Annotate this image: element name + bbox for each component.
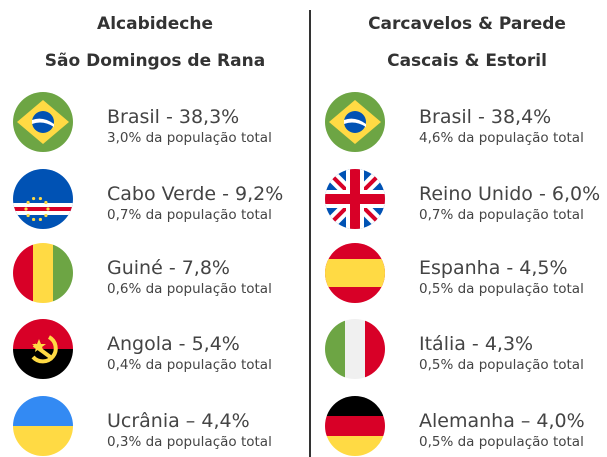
country-share: Brasil - 38,3% <box>107 106 239 128</box>
population-share: 0,5% da população total <box>419 357 584 373</box>
population-share: 4,6% da população total <box>419 130 584 146</box>
population-share: 0,5% da população total <box>419 434 584 450</box>
flag-part <box>32 339 46 352</box>
flag-body <box>325 243 385 303</box>
flag-body <box>13 92 73 152</box>
population-share: 0,7% da população total <box>419 207 584 223</box>
flag-body <box>13 396 73 456</box>
population-share: 0,7% da população total <box>107 207 272 223</box>
country-share: Angola - 5,4% <box>107 333 240 355</box>
flag-part <box>32 196 36 201</box>
flag-body <box>13 169 73 229</box>
column-title: São Domingos de Rana <box>45 51 265 71</box>
flag-part <box>350 169 360 229</box>
flag-part <box>13 207 73 211</box>
country-share: Reino Unido - 6,0% <box>419 183 600 205</box>
population-share: 0,5% da população total <box>419 281 584 297</box>
flag-body <box>325 319 385 379</box>
flag-part <box>38 196 42 201</box>
flag-part <box>44 213 48 218</box>
flag-part <box>325 416 385 436</box>
column-title: Carcavelos & Parede <box>368 14 566 34</box>
flag-part <box>24 207 28 211</box>
flag-part <box>38 217 42 222</box>
flag-part <box>345 319 365 379</box>
flag-part <box>26 213 30 218</box>
country-share: Cabo Verde - 9,2% <box>107 183 283 205</box>
country-share: Alemanha – 4,0% <box>419 410 585 432</box>
population-share: 0,6% da população total <box>107 281 272 297</box>
column-title: Alcabideche <box>97 14 213 34</box>
column-title: Cascais & Estoril <box>387 51 547 71</box>
flag-icon <box>325 169 385 229</box>
flag-body <box>325 396 385 456</box>
flag-body <box>13 319 73 379</box>
flag-body <box>325 92 385 152</box>
flag-icon <box>325 243 385 303</box>
country-share: Guiné - 7,8% <box>107 257 230 279</box>
flag-part <box>32 217 36 222</box>
flag-part <box>365 319 385 379</box>
flag-icon <box>13 319 73 379</box>
country-share: Itália - 4,3% <box>419 333 533 355</box>
flag-part <box>46 207 50 211</box>
flag-icon <box>325 92 385 152</box>
flag-part <box>13 243 33 303</box>
flag-part <box>325 436 385 456</box>
country-share: Brasil - 38,4% <box>419 106 551 128</box>
flag-icon <box>13 396 73 456</box>
population-share: 0,3% da população total <box>107 434 272 450</box>
flag-part <box>13 169 73 229</box>
flag-part <box>53 243 73 303</box>
flag-part <box>13 396 73 426</box>
flag-icon <box>13 92 73 152</box>
flag-part <box>13 426 73 456</box>
flag-part <box>26 200 30 205</box>
country-share: Espanha - 4,5% <box>419 257 568 279</box>
population-share: 0,4% da população total <box>107 357 272 373</box>
flag-part <box>325 396 385 416</box>
flag-part <box>325 259 385 287</box>
flag-part <box>33 243 53 303</box>
flag-body <box>13 243 73 303</box>
flag-part <box>44 200 48 205</box>
population-share: 3,0% da população total <box>107 130 272 146</box>
flag-body <box>325 169 385 229</box>
flag-part <box>32 118 54 127</box>
flag-part <box>325 319 345 379</box>
flag-icon <box>13 169 73 229</box>
flag-icon <box>325 396 385 456</box>
flag-icon <box>325 319 385 379</box>
country-share: Ucrânia – 4,4% <box>107 410 250 432</box>
flag-part <box>344 118 366 127</box>
flag-icon <box>13 243 73 303</box>
